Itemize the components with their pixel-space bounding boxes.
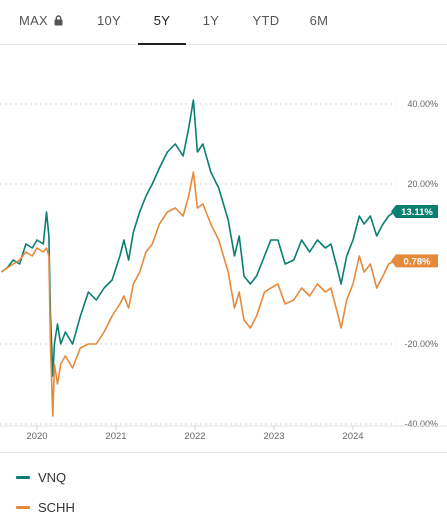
end-value-flags: 13.11% 0.78%: [391, 205, 438, 268]
y-tick-label: -20.00%: [404, 339, 438, 349]
tab-10y[interactable]: 10Y: [88, 0, 130, 44]
legend-label-schh: SCHH: [38, 499, 75, 515]
end-flag-schh: [391, 254, 438, 268]
legend-item-schh[interactable]: SCHH: [16, 495, 75, 519]
tab-ytd[interactable]: YTD: [246, 0, 286, 44]
tab-1y-label: 1Y: [202, 13, 220, 28]
end-value-vnq: 13.11%: [401, 207, 433, 218]
x-axis: 2020 2021 2022 2023 2024: [0, 425, 447, 442]
tab-6m-label: 6M: [309, 13, 329, 28]
legend: VNQ SCHH: [0, 452, 447, 529]
tab-max[interactable]: MAX: [10, 0, 72, 44]
tab-1y[interactable]: 1Y: [194, 0, 228, 44]
series-layer: [0, 99, 395, 417]
time-range-tabs: MAX 10Y 5Y 1Y YTD 6M: [0, 0, 447, 45]
tab-6m[interactable]: 6M: [302, 0, 336, 44]
x-tick-label: 2020: [26, 431, 47, 442]
legend-swatch-vnq: [16, 475, 30, 479]
legend-item-vnq[interactable]: VNQ: [16, 465, 66, 489]
tab-5y-label: 5Y: [153, 13, 171, 28]
x-tick-label: 2022: [184, 431, 205, 442]
legend-label-vnq: VNQ: [38, 469, 67, 485]
y-tick-label: 20.00%: [407, 179, 438, 189]
tab-ytd-label: YTD: [252, 13, 280, 28]
x-tick-label: 2021: [105, 431, 126, 442]
lock-icon: [54, 14, 63, 26]
x-tick-label: 2023: [263, 431, 284, 442]
end-value-schh: 0.78%: [404, 256, 431, 267]
tab-max-label: MAX: [18, 13, 49, 28]
tab-10y-label: 10Y: [96, 13, 122, 28]
series-line-vnq: [0, 99, 395, 377]
legend-swatch-schh: [16, 505, 30, 509]
tab-5y[interactable]: 5Y: [138, 0, 186, 45]
grid-layer: 40.00% 20.00% -20.00% -40.00%: [0, 99, 438, 429]
y-tick-label: -40.00%: [404, 419, 438, 429]
series-line-schh: [0, 171, 395, 417]
performance-chart[interactable]: 40.00%20.00%-20.00%-40.00% 2020 2021 2022 2…: [0, 45, 447, 450]
end-flag-vnq: [391, 205, 438, 219]
y-tick-label: 40.00%: [407, 99, 438, 109]
x-tick-label: 2024: [342, 431, 363, 442]
